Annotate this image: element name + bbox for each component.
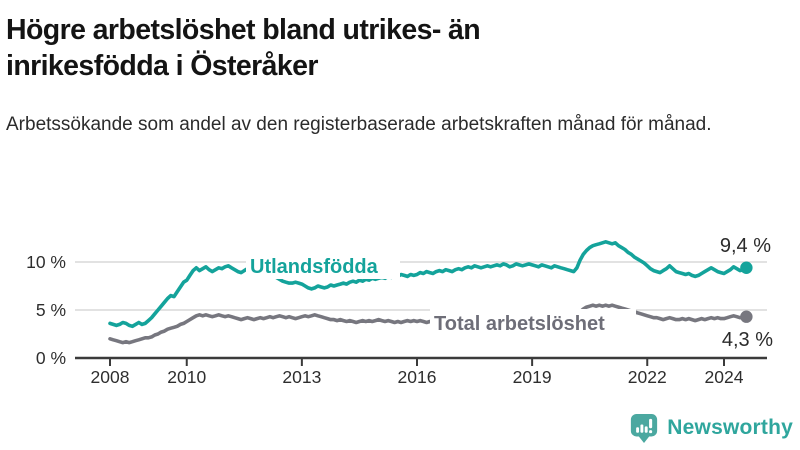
series-label: Total arbetslöshet xyxy=(434,313,605,335)
series-end-value-label: 4,3 % xyxy=(722,329,773,351)
x-axis-tick-label: 2008 xyxy=(91,367,130,387)
x-axis-tick-label: 2019 xyxy=(513,367,552,387)
series-line-total xyxy=(108,303,749,345)
series-line-utlandsfodda xyxy=(108,239,749,329)
x-axis-tick-label: 2024 xyxy=(705,367,744,387)
series-end-dot xyxy=(740,310,753,323)
series-end-value-label: 9,4 % xyxy=(720,235,771,257)
series-label: Utlandsfödda xyxy=(250,256,379,278)
line-chart: 0 % 5 % 10 % 2008 2010 2013 2016 2019 2022 2024 Ut… xyxy=(0,222,800,400)
newsworthy-bar-chart-pin-icon xyxy=(631,413,658,443)
chart-subtitle: Arbetssökande som andel av den registerb… xyxy=(6,113,712,135)
x-axis-tick-label: 2016 xyxy=(398,367,437,387)
chart-title: Högre arbetslöshet bland utrikes- än inr… xyxy=(6,14,481,83)
newsworthy-logo[interactable]: Newsworthy xyxy=(629,412,793,444)
newsworthy-brand-name: Newsworthy xyxy=(667,416,793,439)
y-axis-tick-label: 10 % xyxy=(26,252,66,272)
chart-canvas: 0 % 5 % 10 % 2008 2010 2013 2016 2019 2022 2024 Ut… xyxy=(26,235,773,387)
y-axis-tick-label: 5 % xyxy=(36,300,66,320)
y-axis-tick-label: 0 % xyxy=(36,348,66,368)
series-label-halo xyxy=(430,309,636,335)
x-axis-tick-label: 2013 xyxy=(282,367,321,387)
series-end-dot xyxy=(740,261,753,274)
x-axis-tick-label: 2010 xyxy=(167,367,206,387)
x-axis-tick-label: 2022 xyxy=(628,367,667,387)
series-label-halo xyxy=(246,253,400,279)
